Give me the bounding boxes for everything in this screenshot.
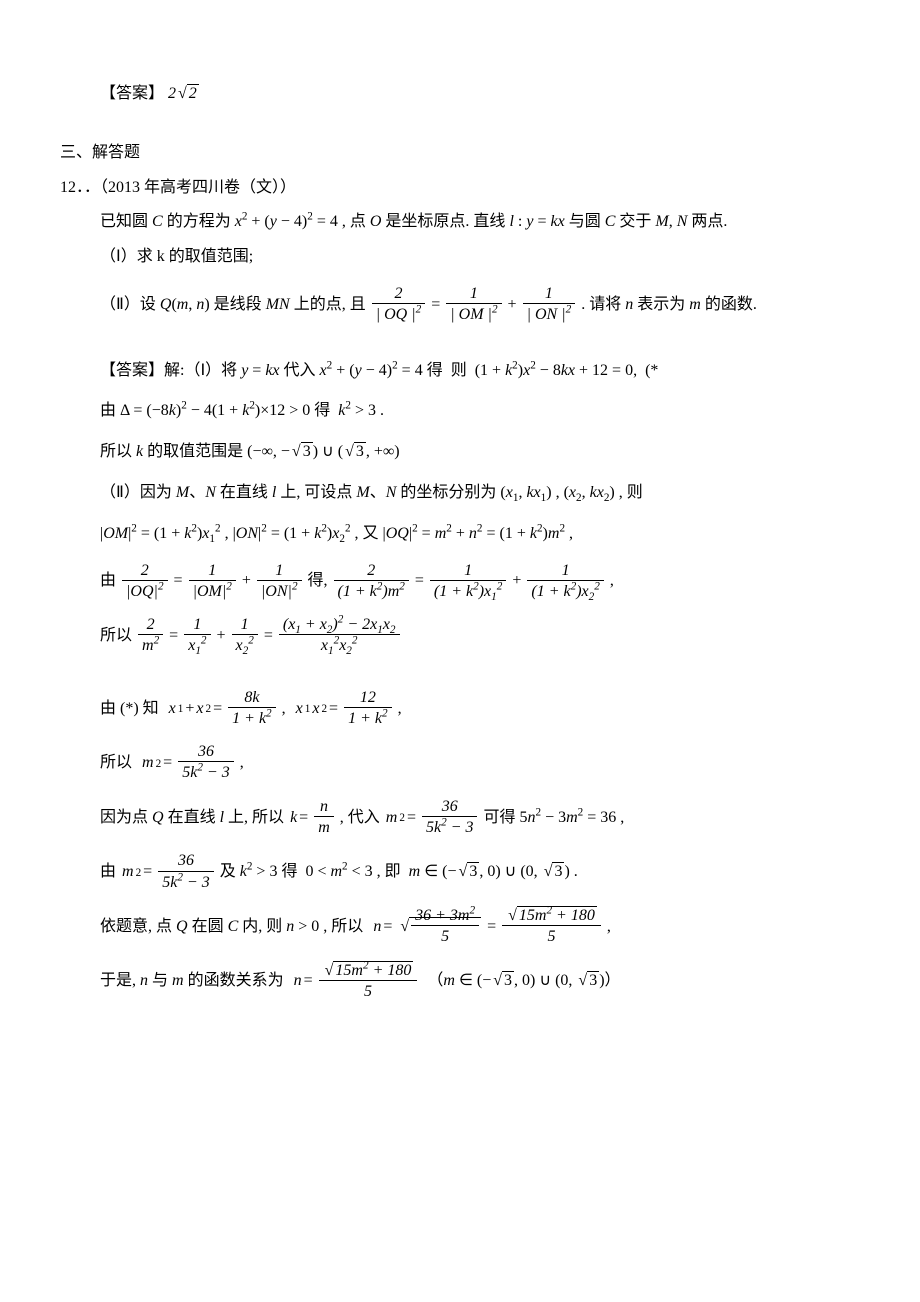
problem-part2: （Ⅱ）设 Q(m, n) 是线段 MN 上的点, 且 2| OQ |2 = 1|…: [60, 284, 860, 327]
solution-step2: 由 Δ = (−8k)2 − 4(1 + k2)×12 > 0 得 k2 > 3…: [60, 397, 860, 426]
solution-step11: 由 m2 = 365k2 − 3 及 k2 > 3 得 0 < m2 < 3 ,…: [60, 851, 860, 894]
section3-title: 三、解答题: [60, 139, 860, 168]
solution-step13: 于是, n 与 m 的函数关系为 n = 15m2 + 1805 （m ∈ (−…: [60, 961, 860, 1004]
solution-step10: 因为点 Q 在直线 l 上, 所以 k = nm , 代入 m2 = 365k2…: [60, 797, 860, 840]
problem-statement-1: 已知圆 C 的方程为 x2 + (y − 4)2 = 4 , 点 O 是坐标原点…: [60, 208, 860, 237]
solution-step4: （Ⅱ）因为 M、N 在直线 l 上, 可设点 M、N 的坐标分别为 (x1, k…: [60, 479, 860, 508]
solution-step6: 由 2|OQ|2 = 1|OM|2 + 1|ON|2 得, 2(1 + k2)m…: [60, 561, 860, 604]
solution-label: 【答案】解:: [100, 362, 184, 379]
answer-top: 【答案】 22: [60, 80, 860, 109]
solution-step7: 所以 2m2 = 1x12 + 1x22 = (x1 + x2)2 − 2x1x…: [60, 615, 860, 658]
answer-label: 【答案】: [100, 85, 164, 102]
solution-step12: 依题意, 点 Q 在圆 C 内, 则 n > 0 , 所以 n = 36 + 3…: [60, 906, 860, 949]
problem-12-header: 12．．（2013 年高考四川卷（文））: [60, 174, 860, 203]
answer-value: 22: [168, 85, 199, 102]
solution-step5: |OM|2 = (1 + k2)x12 , |ON|2 = (1 + k2)x2…: [60, 520, 860, 549]
solution-step1: 【答案】解:（Ⅰ）将 y = kx 代入 x2 + (y − 4)2 = 4 得…: [60, 357, 860, 386]
problem-part1: （Ⅰ）求 k 的取值范围;: [60, 243, 860, 272]
solution-step3: 所以 k 的取值范围是 (−∞, −3) ∪ (3, +∞): [60, 438, 860, 467]
solution-step9: 所以 m2 = 365k2 − 3 ,: [60, 742, 860, 785]
solution-step8: 由 (*) 知 x1 + x2 = 8k1 + k2 , x1x2 = 121 …: [60, 688, 860, 731]
